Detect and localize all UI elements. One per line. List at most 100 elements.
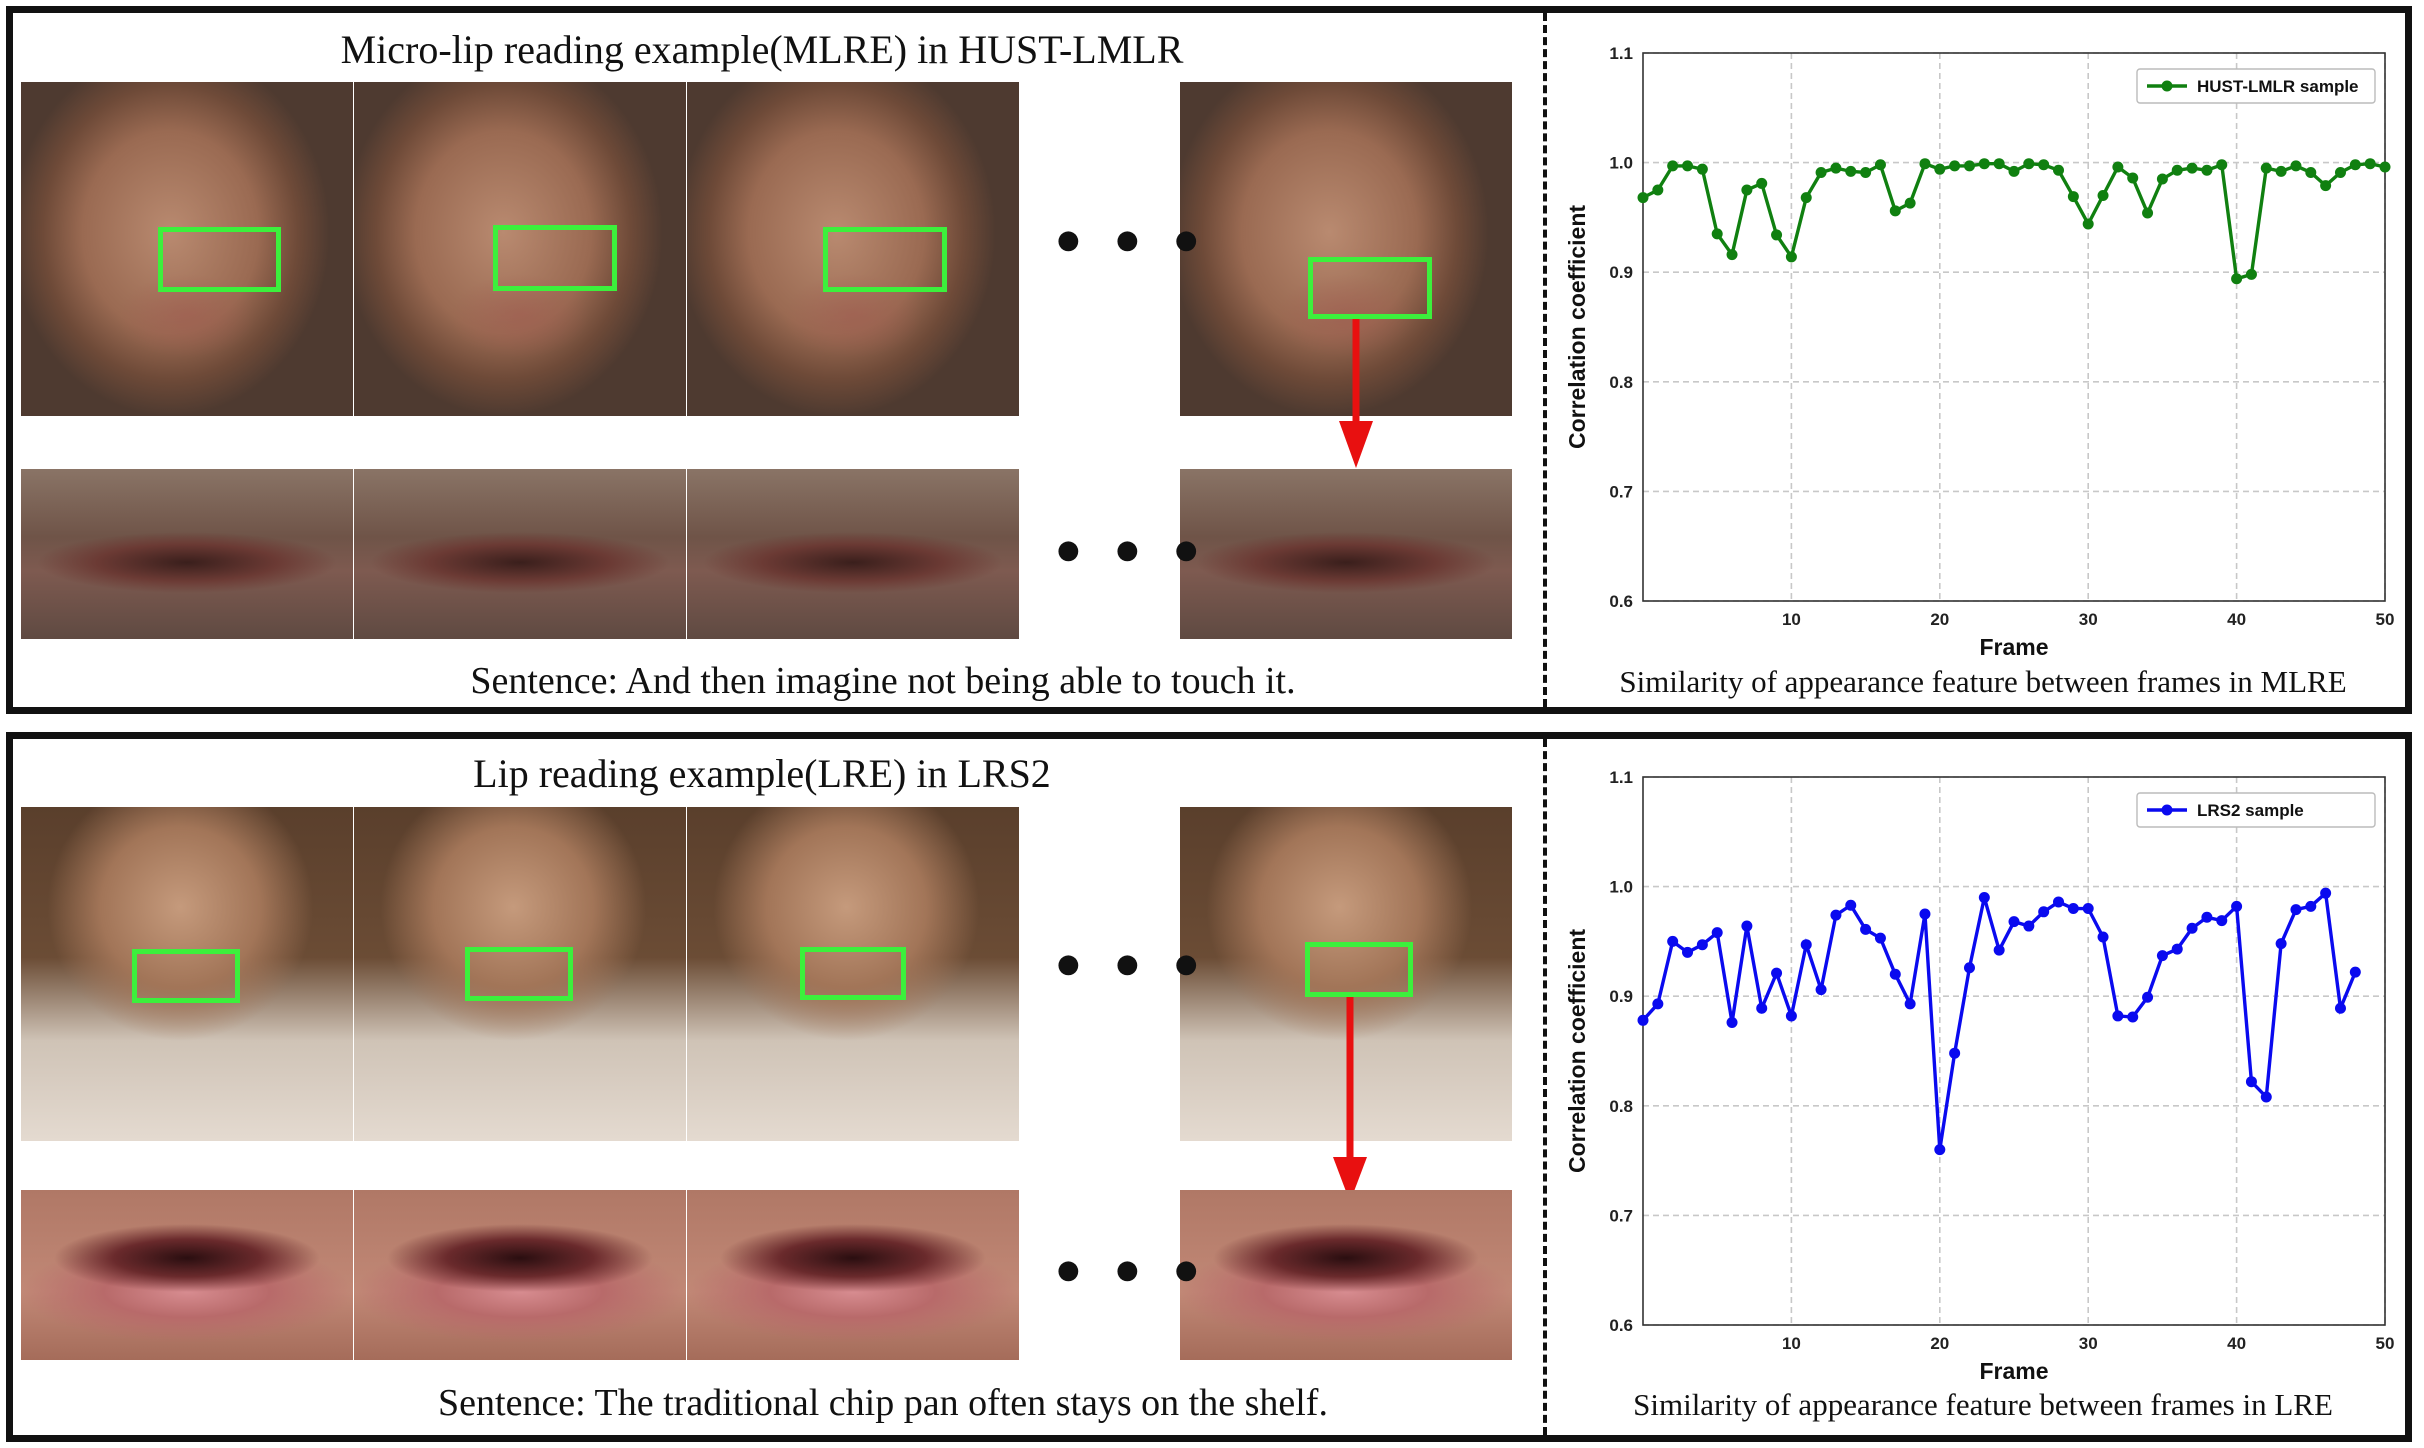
face-frame-last <box>1180 807 1512 1141</box>
data-point <box>1845 165 1857 177</box>
y-tick-label: 0.6 <box>1609 592 1633 611</box>
x-axis-label: Frame <box>1979 1358 2048 1384</box>
data-point <box>1949 1047 1961 1059</box>
data-point <box>2156 950 2168 962</box>
data-point <box>2142 991 2154 1003</box>
data-point <box>2127 172 2139 184</box>
data-point <box>2305 166 2317 178</box>
face-frame-2 <box>354 82 686 416</box>
data-point <box>1874 159 1886 171</box>
data-point <box>2142 207 2154 219</box>
panel-divider <box>1543 739 1547 1435</box>
face-frame-3 <box>687 82 1019 416</box>
data-point <box>1696 163 1708 175</box>
data-point <box>2216 915 2228 927</box>
mouth-crop-last <box>1180 469 1512 639</box>
data-point <box>1771 967 1783 979</box>
data-point <box>1652 998 1664 1010</box>
data-point <box>2186 162 2198 174</box>
x-tick-label: 50 <box>2376 610 2395 629</box>
y-tick-label: 0.7 <box>1609 482 1633 501</box>
data-point <box>1934 1144 1946 1156</box>
x-tick-label: 40 <box>2227 610 2246 629</box>
data-point <box>1993 158 2005 170</box>
data-point <box>2349 966 2361 978</box>
data-point <box>2334 1002 2346 1014</box>
data-point <box>1637 1014 1649 1026</box>
data-point <box>1741 184 1753 196</box>
data-point <box>1978 158 1990 170</box>
data-point <box>2201 911 2213 923</box>
data-point <box>2008 916 2020 928</box>
mouth-crop-last <box>1180 1190 1512 1360</box>
panel-lre: Lip reading example(LRE) in LRS2 ● ● ● ●… <box>6 732 2412 1442</box>
data-point <box>1860 166 1872 178</box>
mouth-roi-box <box>132 949 240 1003</box>
data-point <box>1934 163 1946 175</box>
data-point <box>1874 932 1886 944</box>
data-point <box>1904 197 1916 209</box>
data-point <box>1860 923 1872 935</box>
data-point <box>1800 192 1812 204</box>
data-point <box>1949 160 1961 172</box>
mouth-roi-box <box>465 947 573 1001</box>
data-point <box>2231 900 2243 912</box>
mouth-crop-3 <box>687 469 1019 639</box>
face-frame-1 <box>21 807 353 1141</box>
data-point <box>1919 158 1931 170</box>
data-point <box>1845 899 1857 911</box>
data-point <box>2067 191 2079 203</box>
mouth-roi-box <box>823 227 947 292</box>
data-point <box>2038 159 2050 171</box>
panel-title: Lip reading example(LRE) in LRS2 <box>473 751 1051 796</box>
data-point <box>2112 1010 2124 1022</box>
data-point <box>2320 887 2332 899</box>
data-point <box>2156 173 2168 185</box>
data-point <box>1800 939 1812 951</box>
legend-label: HUST-LMLR sample <box>2197 77 2359 96</box>
data-point <box>1726 249 1738 261</box>
data-point <box>1889 968 1901 980</box>
x-tick-label: 50 <box>2376 1334 2395 1353</box>
similarity-chart-mlre: 10 20 30 40 50 0.6 0.7 0.8 0.9 1.0 1.1 Frame Correla… <box>1564 44 2395 660</box>
data-point <box>2305 900 2317 912</box>
x-tick-label: 10 <box>1782 610 1801 629</box>
chart-caption: Similarity of appearance feature between… <box>1633 1387 2333 1422</box>
x-tick-label: 20 <box>1930 610 1949 629</box>
data-point <box>1637 192 1649 204</box>
similarity-chart-lre: 10 20 30 40 50 0.6 0.7 0.8 0.9 1.0 1.1 Frame Correla… <box>1564 768 2395 1384</box>
data-point <box>2112 161 2124 173</box>
plot-frame <box>1642 776 2386 1326</box>
data-point <box>2379 161 2391 173</box>
data-point <box>1711 927 1723 939</box>
data-point <box>2067 903 2079 915</box>
data-point <box>1711 228 1723 240</box>
legend-box <box>2136 68 2376 104</box>
data-point <box>1726 1017 1738 1029</box>
data-point <box>1904 998 1916 1010</box>
zoom-arrow <box>1339 319 1373 468</box>
face-frame-1 <box>21 82 353 416</box>
mouth-roi-box <box>1308 257 1432 319</box>
y-axis-label: Correlation coefficient <box>1564 205 1590 449</box>
data-point <box>1993 944 2005 956</box>
data-point <box>2364 158 2376 170</box>
series-line <box>1642 161 2386 281</box>
y-tick-label: 1.0 <box>1609 154 1633 173</box>
legend-box <box>2136 792 2376 828</box>
ellipsis: ● ● ● <box>1057 535 1212 565</box>
data-point <box>2023 920 2035 932</box>
data-point <box>2171 943 2183 955</box>
data-point <box>1682 160 1694 172</box>
data-point <box>2082 218 2094 230</box>
data-point <box>2201 164 2213 176</box>
y-tick-label: 0.7 <box>1609 1206 1633 1225</box>
data-point <box>2275 938 2287 950</box>
data-point <box>1741 920 1753 932</box>
zoom-arrow <box>1333 997 1367 1202</box>
x-tick-label: 10 <box>1782 1334 1801 1353</box>
data-point <box>1696 939 1708 951</box>
ellipsis: ● ● ● <box>1057 1255 1212 1285</box>
data-point <box>1815 984 1827 996</box>
data-point <box>2082 903 2094 915</box>
